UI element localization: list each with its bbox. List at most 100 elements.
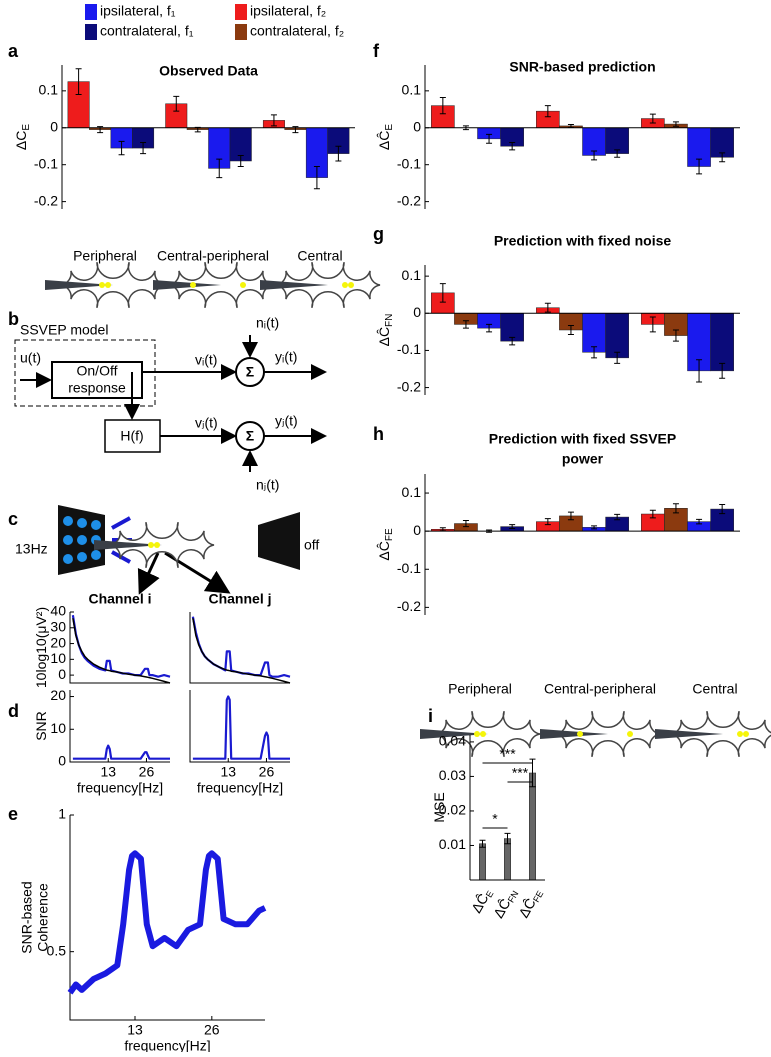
bar: [529, 772, 536, 881]
y-tick-label: 0.02: [439, 802, 466, 818]
series-line: [191, 616, 291, 678]
error-bar: [270, 114, 277, 127]
error-bar: [462, 519, 469, 528]
noise-label: nᵢ(t): [256, 315, 279, 331]
probe: [45, 280, 113, 290]
y-tick-label: 0: [58, 666, 66, 682]
x-tick-label: 13: [100, 764, 116, 780]
arrow: [164, 551, 231, 594]
stimulus-dot: [99, 282, 105, 288]
stimulus-dot: [148, 542, 154, 548]
stimulus-dot: [577, 731, 583, 737]
error-bar: [614, 513, 621, 521]
panel-label: a: [8, 41, 19, 61]
x-axis-label: frequency[Hz]: [197, 780, 283, 796]
stimulus-dot: [190, 282, 196, 288]
filter-label: H(f): [120, 428, 143, 444]
y-axis-label-main: SNR: [33, 711, 49, 741]
probe: [540, 729, 608, 739]
panel-label: f: [373, 41, 380, 61]
significance-label: *: [492, 811, 498, 827]
model-label: SSVEP model: [20, 322, 108, 338]
y-axis-label: MSE: [431, 792, 447, 822]
error-bar: [439, 283, 446, 303]
error-bar: [672, 503, 679, 514]
axes: [189, 612, 290, 684]
error-bar: [509, 336, 516, 346]
panel-label: c: [8, 509, 18, 529]
error-bar: [173, 95, 180, 112]
y-tick-label: 0.1: [402, 484, 422, 500]
error-bar: [696, 359, 703, 383]
y-tick-label: 0: [413, 118, 421, 134]
series-line: [192, 695, 290, 760]
y-tick-label: 30: [50, 618, 66, 634]
probe: [153, 280, 221, 290]
y-axis-label: ΔĈE: [376, 124, 395, 150]
stimulus-dot: [348, 282, 354, 288]
error-bar: [591, 150, 598, 161]
x-axis-label: frequency[Hz]: [124, 1038, 210, 1052]
x-tick-label: 26: [204, 1022, 220, 1038]
chart-title: Channel j: [208, 591, 271, 607]
y-tick-label: -0.2: [397, 192, 421, 208]
y-tick-label: -0.2: [397, 598, 421, 614]
error-bar: [216, 158, 223, 179]
stimulus-frequency: 13Hz: [15, 541, 48, 557]
error-bar: [486, 133, 493, 144]
arrow: [137, 552, 160, 595]
y-tick-label: 0.5: [47, 942, 67, 958]
y-tick-label: -0.2: [34, 192, 58, 208]
legend-label: contralateral, f₁: [100, 23, 194, 39]
region-label: Peripheral: [73, 248, 137, 264]
error-bar: [591, 346, 598, 359]
significance-label: ***: [512, 765, 529, 781]
x-tick-label: 26: [139, 764, 155, 780]
error-bar: [649, 316, 656, 333]
x-tick-label: ΔĈFE: [515, 885, 546, 921]
error-bar: [696, 158, 703, 175]
error-bar: [544, 302, 551, 313]
error-bar: [75, 68, 82, 96]
probe: [260, 280, 328, 290]
stimulus-dot: [154, 542, 160, 548]
stimulus-dot: [743, 731, 749, 737]
y-axis-label-main: ΔĈ: [376, 541, 392, 560]
response-box: [51, 361, 143, 399]
sum-symbol: Σ: [246, 428, 254, 444]
error-bar: [237, 154, 244, 168]
error-bar: [591, 525, 598, 530]
series-line: [71, 615, 171, 678]
y-axis-label: ΔĈFN: [376, 314, 395, 347]
y-axis-label-sub: FE: [384, 528, 395, 541]
error-bar: [649, 509, 656, 519]
panel-label: i: [428, 706, 433, 726]
sum-symbol: Σ: [246, 364, 254, 380]
y-tick-label: 0: [50, 118, 58, 134]
bar: [504, 838, 511, 881]
y-tick-label: 10: [50, 720, 66, 736]
y-axis-label: SNR-based: [19, 881, 35, 953]
probe: [420, 729, 488, 739]
legend-label: contralateral, f₂: [250, 23, 344, 39]
stimulus: [58, 505, 300, 595]
chart-title: Prediction with fixed noise: [494, 233, 672, 249]
series-line: [192, 618, 291, 684]
error-bar: [567, 511, 574, 521]
error-bar: [509, 142, 516, 151]
x-tick-label: ΔĈFN: [490, 885, 521, 921]
y-tick-label: 0.04: [439, 733, 466, 749]
x-tick-label: 13: [220, 764, 236, 780]
error-bar: [544, 518, 551, 526]
stimulus-off: off: [304, 537, 319, 553]
error-bar: [614, 149, 621, 158]
error-bar: [719, 362, 726, 379]
region-label: Central-peripheral: [544, 681, 656, 697]
noise-label: nⱼ(t): [256, 477, 279, 493]
legend-swatch: [85, 4, 97, 20]
error-bar: [462, 320, 469, 329]
error-bar: [439, 96, 446, 115]
y-tick-label: 0.1: [402, 267, 422, 283]
error-bar: [649, 113, 656, 124]
